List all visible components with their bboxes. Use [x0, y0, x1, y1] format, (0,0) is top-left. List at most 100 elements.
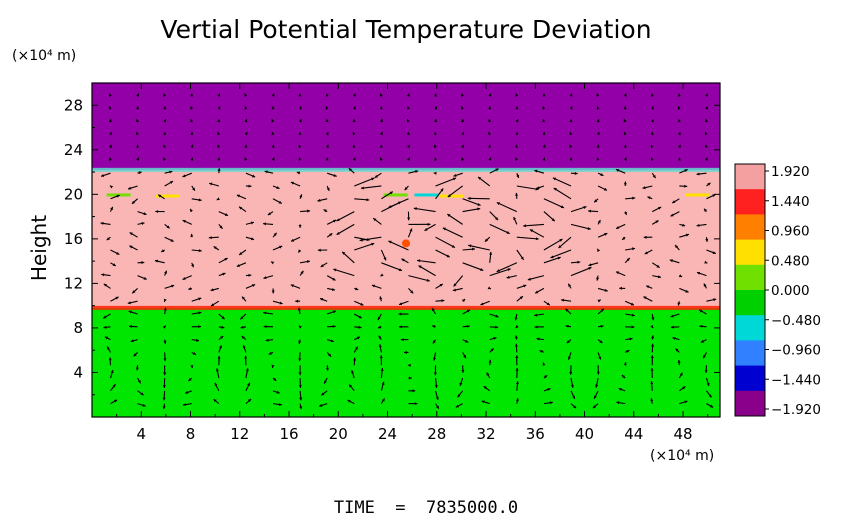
wind-vector-head: [298, 106, 302, 110]
wind-vector-head: [704, 370, 708, 373]
wind-vector-head: [643, 235, 647, 239]
wind-vector-head: [459, 382, 463, 386]
wind-vector-head: [452, 288, 456, 292]
wind-vector-head: [358, 325, 362, 329]
colorbar-segment: [735, 189, 765, 215]
wind-vector-head: [371, 242, 375, 246]
wind-vector-head: [406, 119, 410, 123]
wind-vector-head: [244, 93, 248, 97]
wind-vector-head: [565, 308, 569, 312]
wind-vector-head: [515, 368, 519, 371]
wind-vector-head: [162, 397, 166, 401]
wind-vector-head: [713, 298, 717, 302]
wind-vector-head: [398, 325, 402, 329]
wind-vector-head: [406, 106, 410, 110]
wind-vector-head: [271, 144, 275, 148]
x-unit-label: (×10⁴ m): [650, 448, 714, 464]
wind-vector-head: [320, 298, 324, 301]
wind-vector-head: [273, 377, 277, 381]
wind-vector-head: [551, 218, 555, 222]
wind-vector-head: [271, 119, 275, 123]
wind-vector-head: [108, 119, 113, 123]
wind-vector-head: [542, 157, 546, 161]
wind-vector-head: [481, 400, 485, 404]
wind-vector-head: [129, 245, 133, 249]
wind-vector-head: [657, 275, 661, 279]
layer-lower: [92, 307, 720, 417]
x-tick-label: 24: [378, 425, 397, 443]
wind-vector: [360, 185, 382, 189]
wind-vector-head: [263, 222, 266, 226]
wind-vector-head: [248, 273, 252, 277]
wind-vector-head: [325, 119, 329, 123]
wind-vector-head: [103, 325, 107, 329]
wind-vector-head: [514, 317, 518, 321]
wind-vector-head: [675, 348, 679, 352]
wind-vector-head: [417, 259, 421, 263]
wind-vector-head: [712, 194, 716, 198]
wind-vector-head: [677, 119, 681, 123]
wind-vector: [435, 177, 457, 187]
wind-vector-head: [574, 171, 578, 175]
wind-vector-head: [704, 157, 708, 161]
colorbar-tick-label: 0.960: [771, 224, 810, 240]
wind-vector-head: [516, 174, 520, 178]
wind-vector: [333, 268, 355, 277]
wind-vector-head: [670, 314, 674, 318]
wind-vector-head: [299, 194, 303, 198]
wind-vector-head: [328, 353, 332, 357]
wind-vector-head: [379, 93, 383, 97]
wind-vector-head: [703, 283, 707, 287]
wind-vector-head: [623, 181, 627, 185]
wind-vector-head: [679, 372, 683, 376]
wind-vector-head: [704, 260, 708, 264]
wind-vector: [462, 198, 481, 206]
wind-vector-head: [317, 198, 321, 202]
wind-vector-head: [128, 186, 132, 190]
wind-vector-head: [130, 339, 134, 343]
wind-vector-head: [682, 223, 686, 227]
colorbar-tick-label: 1.920: [771, 164, 810, 180]
wind-vector-head: [221, 316, 225, 320]
x-tick-label: 4: [136, 425, 146, 443]
wind-vector-head: [185, 390, 189, 394]
wind-vector-head: [188, 287, 192, 291]
wind-vector-head: [190, 233, 194, 237]
wind-vector-head: [677, 131, 681, 136]
wind-vector-head: [595, 384, 599, 388]
wind-vector-head: [333, 173, 337, 177]
wind-vector-head: [447, 214, 451, 217]
wind-vector-head: [529, 229, 534, 233]
wind-vector-head: [353, 357, 357, 361]
wind-vector-head: [141, 261, 145, 265]
wind-vector-head: [169, 181, 174, 184]
interface-line-0: [92, 305, 720, 310]
wind-vector-head: [299, 406, 303, 410]
wind-vector-head: [569, 131, 573, 136]
wind-vector-head: [632, 247, 636, 251]
wind-vector-head: [217, 131, 221, 136]
wind-vector-head: [273, 232, 277, 236]
wind-vector-head: [455, 404, 460, 408]
wind-vector-head: [360, 302, 364, 306]
wind-vector-head: [163, 144, 167, 148]
wind-vector-head: [217, 355, 221, 359]
wind-vector-head: [440, 188, 444, 192]
wind-vector-head: [332, 219, 337, 223]
wind-vector-head: [432, 325, 436, 329]
wind-vector: [413, 207, 436, 213]
wind-vector-head: [467, 196, 471, 200]
wind-vector-head: [190, 93, 194, 97]
wind-vector-head: [453, 283, 457, 287]
wind-vector-head: [490, 348, 494, 352]
wind-vector-head: [164, 270, 167, 274]
wind-vector-head: [250, 221, 254, 225]
wind-vector-head: [388, 205, 392, 208]
wind-vector-head: [642, 186, 646, 190]
wind-vector-head: [558, 244, 562, 248]
wind-vector-head: [569, 93, 573, 97]
wind-vector-head: [615, 271, 620, 275]
wind-vector-head: [154, 259, 158, 263]
wind-vector-head: [101, 273, 105, 277]
wind-vector-head: [106, 237, 110, 241]
